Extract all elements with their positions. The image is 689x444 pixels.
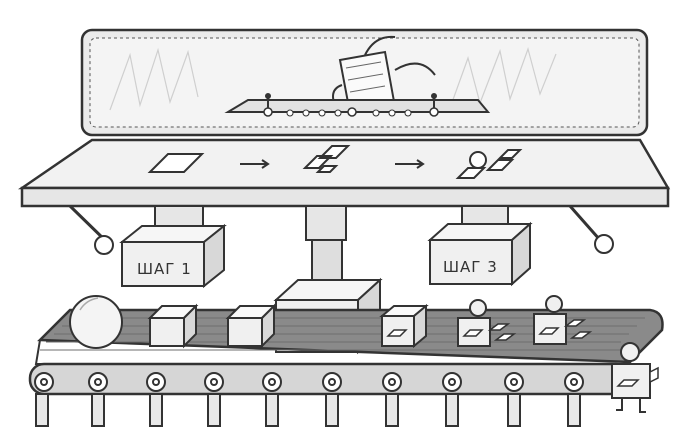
arrow-right-icon	[395, 159, 425, 169]
step-3-label: ШАГ 3	[443, 258, 498, 276]
robot-item	[457, 299, 517, 347]
control-desk	[224, 93, 491, 117]
robot-item	[533, 295, 593, 345]
conveyor-belt	[28, 308, 664, 427]
arrow-right-icon	[240, 159, 270, 169]
blueprint-sequence	[147, 145, 523, 179]
cube-item	[225, 303, 277, 349]
blueprint-square-icon	[147, 153, 205, 173]
shaped-block-item	[379, 303, 429, 349]
conveyor-rollers	[34, 372, 584, 392]
conveyor-legs	[35, 393, 581, 427]
blueprint-robot-icon	[455, 149, 523, 179]
blueprint-part-icon	[302, 145, 351, 173]
finished-robot	[611, 342, 659, 413]
step-3-press: ШАГ 3	[427, 205, 533, 287]
raw-sphere	[69, 295, 123, 349]
step-1-press: ШАГ 1	[119, 205, 227, 289]
step-1-label: ШАГ 1	[137, 260, 192, 278]
robot-operator	[332, 35, 436, 115]
cube-item	[147, 303, 199, 349]
